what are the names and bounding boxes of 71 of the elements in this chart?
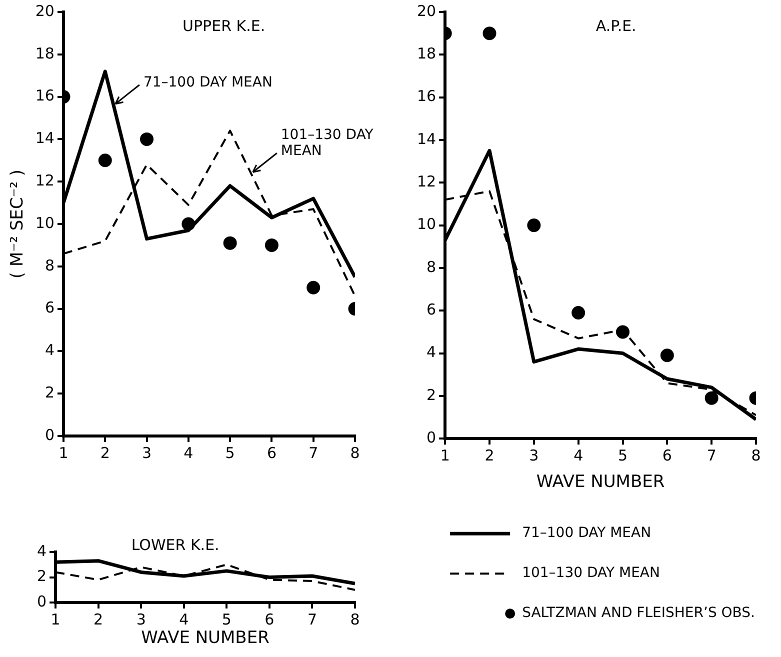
- y-tick-label: 0: [426, 428, 436, 446]
- x-tick-label: 1: [58, 444, 68, 462]
- x-tick-label: 4: [179, 610, 189, 628]
- y-axis-title: ( M⁻² SEC⁻² ): [8, 169, 28, 279]
- point: [616, 325, 630, 339]
- point: [223, 236, 237, 250]
- y-tick-label: 2: [426, 386, 436, 404]
- y-tick-label: 2: [44, 383, 54, 402]
- y-tick-label: 18: [35, 44, 54, 62]
- x-tick-label: 5: [222, 610, 232, 628]
- x-tick-label: 7: [308, 444, 318, 462]
- y-tick-label: 8: [426, 258, 436, 276]
- y-tick-label: 10: [416, 215, 436, 234]
- x-tick-label: 1: [50, 610, 60, 628]
- annotation: 71–100 DAY MEAN: [143, 74, 272, 90]
- y-tick-label: 4: [44, 341, 54, 360]
- y-tick-label: 6: [44, 298, 54, 317]
- x-tick-label: 7: [307, 610, 317, 628]
- point: [527, 218, 541, 232]
- point: [140, 132, 154, 146]
- y-tick-label: 20: [416, 2, 436, 20]
- point: [264, 238, 278, 252]
- chart-title: LOWER K.E.: [131, 536, 220, 554]
- y-tick-label: 12: [35, 171, 54, 190]
- x-tick-label: 4: [184, 444, 194, 462]
- y-tick-label: 20: [35, 2, 54, 20]
- y-tick-label: 16: [416, 87, 436, 106]
- y-tick-label: 12: [416, 172, 436, 191]
- x-tick-label: 6: [662, 446, 672, 464]
- point: [704, 391, 718, 405]
- x-tick-label: 3: [136, 610, 146, 628]
- legend-label: 101–130 DAY MEAN: [522, 565, 660, 582]
- y-tick-label: 14: [35, 129, 54, 148]
- chart-title: A.P.E.: [596, 16, 636, 35]
- x-tick-label: 5: [618, 446, 628, 464]
- y-tick-label: 10: [35, 214, 54, 232]
- x-axis-title: WAVE NUMBER: [141, 628, 270, 648]
- x-tick-label: 1: [440, 446, 450, 464]
- x-tick-label: 6: [264, 610, 274, 628]
- legend-label: SALTZMAN AND FLEISHER’S OBS.: [522, 605, 756, 622]
- y-tick-label: 0: [36, 592, 47, 610]
- y-tick-label: 2: [36, 567, 47, 586]
- x-tick-label: 2: [484, 446, 494, 464]
- y-tick-label: 8: [44, 256, 54, 274]
- x-tick-label: 3: [142, 444, 152, 462]
- point: [660, 348, 674, 362]
- x-tick-label: 7: [706, 446, 716, 464]
- x-tick-label: 4: [574, 446, 584, 464]
- x-tick-label: 5: [225, 444, 235, 462]
- y-tick-label: 4: [426, 343, 436, 362]
- x-axis-title: WAVE NUMBER: [536, 472, 665, 492]
- y-tick-label: 18: [416, 44, 436, 63]
- point: [482, 26, 496, 40]
- point: [98, 154, 112, 168]
- point: [572, 306, 586, 320]
- x-tick-label: 6: [266, 444, 276, 462]
- y-tick-label: 4: [36, 542, 47, 560]
- x-tick-label: 8: [350, 610, 360, 628]
- x-tick-label: 3: [529, 446, 539, 464]
- y-tick-label: 16: [35, 86, 54, 105]
- point: [306, 280, 320, 294]
- x-tick-label: 8: [350, 444, 360, 462]
- annotation: 101–130 DAY MEAN: [280, 126, 374, 159]
- x-tick-label: 2: [94, 610, 104, 628]
- y-tick-label: 6: [426, 300, 436, 319]
- x-tick-label: 8: [751, 446, 761, 464]
- legend-label: 71–100 DAY MEAN: [522, 525, 652, 542]
- chart-title: UPPER K.E.: [182, 16, 266, 35]
- y-tick-label: 0: [44, 426, 54, 444]
- y-tick-label: 14: [416, 130, 436, 148]
- x-tick-label: 2: [100, 444, 110, 462]
